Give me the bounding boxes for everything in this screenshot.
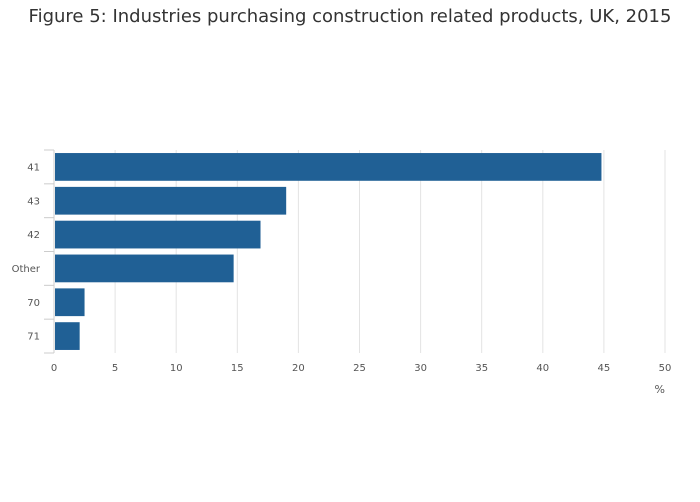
x-tick-label-10: 10 [170, 363, 183, 374]
bar-41[interactable] [55, 153, 602, 181]
y-category-label-71: 71 [27, 332, 40, 343]
x-tick-label-35: 35 [475, 363, 488, 374]
y-category-label-other: Other [12, 264, 41, 275]
axes [44, 149, 55, 354]
x-tick-label-20: 20 [292, 363, 305, 374]
x-tick-label-30: 30 [414, 363, 427, 374]
bar-71[interactable] [55, 322, 80, 350]
bar-43[interactable] [55, 186, 287, 215]
x-tick-label-50: 50 [659, 363, 672, 374]
bar-70[interactable] [55, 288, 85, 317]
x-tick-label-0: 0 [51, 363, 57, 374]
y-category-label-41: 41 [27, 162, 40, 173]
bars [55, 153, 602, 350]
gridlines [114, 150, 666, 353]
x-tick-label-45: 45 [598, 363, 611, 374]
x-tick-label-5: 5 [112, 363, 118, 374]
bar-42[interactable] [55, 220, 261, 249]
x-tick-label-25: 25 [353, 363, 366, 374]
y-category-label-70: 70 [27, 298, 40, 309]
chart-title: Figure 5: Industries purchasing construc… [28, 6, 672, 27]
x-tick-label-15: 15 [231, 363, 244, 374]
x-tick-label-40: 40 [536, 363, 549, 374]
x-axis-label: % [655, 383, 665, 396]
y-category-label-42: 42 [27, 230, 40, 241]
y-category-label-43: 43 [27, 196, 40, 207]
bar-other[interactable] [55, 254, 234, 283]
labels: 0 5 10 15 20 25 30 35 40 45 50 41 43 42 Other 70 71% [12, 162, 672, 396]
